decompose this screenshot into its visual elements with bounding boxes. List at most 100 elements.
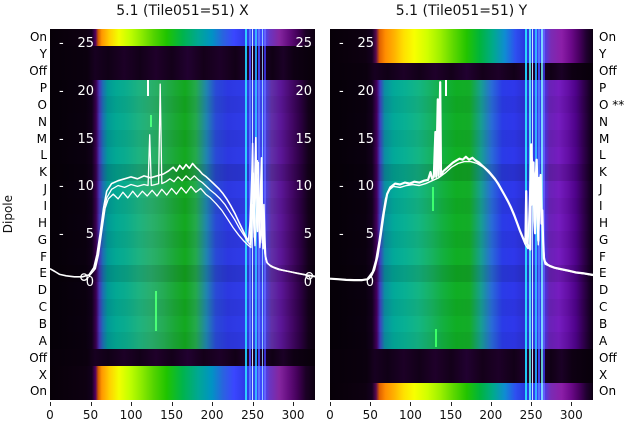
dipole-row-label-i: I [599, 199, 603, 214]
x-tick-mark [330, 402, 331, 406]
value-tick-number: 5 [85, 227, 94, 243]
dipole-row-label-on: On [29, 384, 47, 399]
dipole-row-label-y: Y [599, 47, 607, 62]
dipole-row-label-off: Off [599, 350, 617, 365]
dipole-row-label-on: On [599, 384, 617, 399]
dipole-row-label-n: N [599, 114, 608, 129]
spectrum-line-plot [330, 81, 593, 282]
value-tick-dash: - [339, 131, 344, 147]
x-tick-mark [212, 402, 214, 406]
value-tick-right-25: 25 [295, 36, 312, 51]
dipole-row-labels-right: On Y Off P O ** N M L K J I H G F E D C B A Off X On [599, 29, 640, 400]
value-tick-number: 10 [77, 179, 94, 195]
dipole-row-label-l: L [40, 148, 47, 163]
value-tick-dash: - [59, 227, 64, 243]
heatmap-panel-x: -25 25-20 20-15 15-10 10-5 5 0 0 [50, 29, 315, 400]
dipole-row-label-a: A [599, 333, 608, 348]
dipole-row-label-p: P [39, 81, 47, 95]
value-tick-number: 0 [85, 275, 94, 290]
x-tick-label-150: 150 [160, 408, 183, 422]
x-tick-label-250: 250 [519, 408, 543, 422]
dipole-row-label-f: F [599, 249, 606, 264]
value-tick-right-10: 10 [295, 179, 312, 195]
x-tick-label-50: 50 [82, 408, 99, 422]
x-tick-mark [50, 402, 51, 406]
x-tick-mark [410, 402, 412, 406]
dipole-row-labels-left: On Y Off P O N M L K J I H G F E D C B A Off X On [0, 29, 47, 400]
rfi-channel-line [248, 29, 251, 400]
dipole-row-label-x: X [38, 367, 47, 382]
x-tick-label-300: 300 [559, 408, 583, 422]
value-tick-left-0: 0 [339, 276, 374, 289]
dipole-row-label-g: G [37, 232, 47, 247]
dipole-row-label-k: K [599, 165, 607, 180]
x-tick-label-50: 50 [362, 408, 378, 422]
value-tick-dash: - [59, 36, 64, 51]
dipole-row-label-b: B [38, 317, 47, 332]
x-spectrum-mid [88, 83, 315, 277]
dipole-row-label-i: I [43, 199, 47, 214]
x-tick-mark [90, 402, 92, 406]
value-tick-left-0: 0 [59, 276, 94, 289]
dipole-row-label-m: M [36, 131, 47, 146]
dipole-row-label-on: On [599, 30, 617, 45]
value-tick-dash [339, 276, 350, 289]
value-tick-right-5: 5 [303, 227, 312, 243]
value-tick-dash: - [339, 83, 344, 99]
green-channel-spike [155, 291, 158, 331]
panel-y-title: 5.1 (Tile051=51) Y [395, 3, 528, 19]
x-tick-label-200: 200 [200, 408, 224, 422]
x-tick-label-300: 300 [281, 408, 305, 422]
x-tick-label-200: 200 [479, 408, 503, 422]
value-tick-number: 20 [77, 83, 94, 99]
dipole-row-label-e: E [599, 266, 607, 281]
green-channel-spike [435, 329, 438, 347]
value-tick-number: 25 [357, 36, 374, 51]
x-tick-label-150: 150 [439, 408, 463, 422]
dipole-row-label-m: M [599, 131, 610, 146]
dipole-row-label-e: E [39, 266, 47, 281]
spectrum-line-plot [50, 83, 315, 281]
green-channel-spike [432, 187, 435, 211]
x-tick-mark [531, 402, 533, 406]
dipole-row-label-on: On [29, 30, 47, 45]
value-tick-number: 20 [357, 83, 374, 99]
flagged-point-marker [305, 271, 314, 280]
rfi-channel-line [543, 29, 546, 400]
dipole-row-label-g: G [599, 232, 609, 247]
value-tick-number: 25 [77, 36, 94, 51]
value-tick-left-5: -5 [339, 228, 374, 241]
dipole-row-label-x: X [599, 367, 608, 382]
dipole-row-label-j: J [43, 182, 47, 197]
x-tick-label-250: 250 [241, 408, 265, 422]
value-tick-dash: - [59, 179, 64, 195]
x-tick-mark [571, 402, 573, 406]
dipole-row-label-f: F [40, 249, 47, 264]
p-row-channel-tick [445, 80, 447, 96]
value-tick-number: 10 [357, 179, 374, 195]
x-tick-mark [171, 402, 173, 406]
value-tick-dash: - [339, 179, 344, 195]
rfi-channel-line [245, 29, 247, 400]
value-tick-left-15: -15 [339, 133, 374, 146]
x-tick-mark [131, 402, 133, 406]
x-spectrum-lower [88, 185, 315, 278]
value-tick-right-0: 0 [303, 275, 312, 290]
dipole-row-label-h: H [37, 215, 47, 230]
value-tick-left-20: -20 [59, 85, 94, 98]
dipole-row-label-o: O [37, 97, 47, 112]
rfi-channel-line [531, 29, 534, 400]
dipole-row-label-h: H [599, 215, 609, 230]
dipole-row-label-l: L [599, 148, 606, 163]
value-tick-left-20: -20 [339, 85, 374, 98]
dipole-row-label-off: Off [599, 64, 617, 79]
value-tick-left-25: -25 [59, 37, 94, 50]
x-tick-label-100: 100 [119, 408, 143, 422]
dipole-row-label-d: D [37, 283, 47, 298]
value-tick-dash: - [339, 36, 344, 51]
dipole-row-label-b: B [599, 317, 608, 332]
value-tick-left-15: -15 [59, 133, 94, 146]
flagged-point-marker [80, 273, 88, 281]
x-tick-mark [490, 402, 492, 406]
x-tick-mark [370, 402, 372, 406]
